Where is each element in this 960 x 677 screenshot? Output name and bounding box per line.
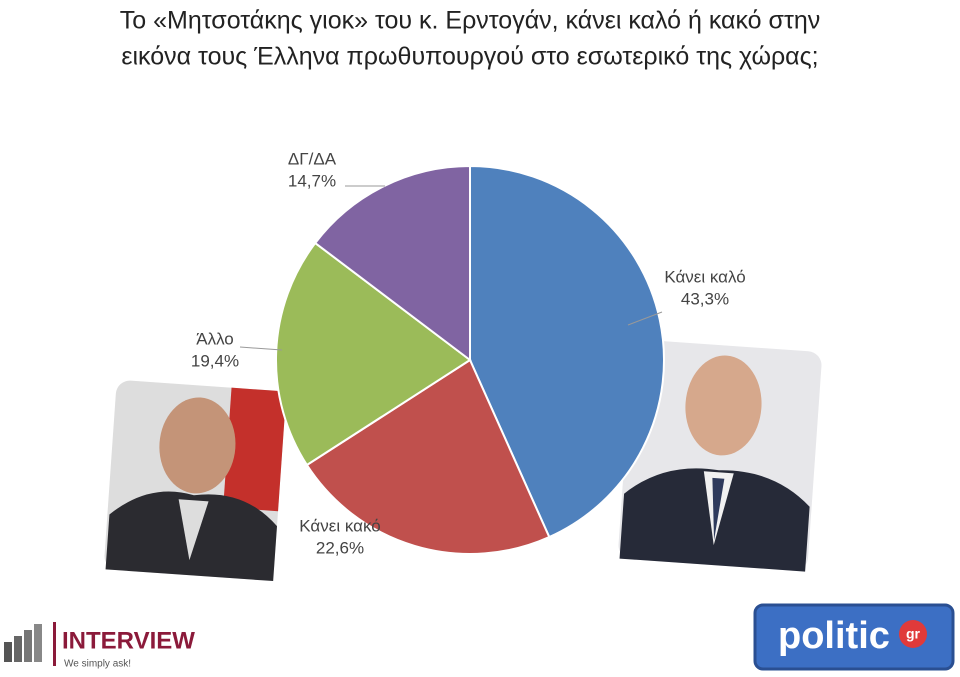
pie-slice xyxy=(275,241,472,467)
pie-slice xyxy=(469,164,665,539)
logo-text: INTERVIEW xyxy=(62,627,195,654)
title-line: Το «Μητσοτάκης γιοκ» του κ. Ερντογάν, κά… xyxy=(120,7,820,35)
slice-category: Κάνει καλό xyxy=(664,267,745,286)
slice-value-label: 22,6% xyxy=(316,538,364,557)
slice-value-label: 14,7% xyxy=(288,171,336,190)
logo-text: politic xyxy=(778,615,890,657)
politic-logo: politic gr xyxy=(753,603,955,671)
slice-value-label: 19,4% xyxy=(191,351,239,370)
logo-suffix: gr xyxy=(906,626,921,642)
pie-slice xyxy=(305,358,551,555)
leader-line xyxy=(627,311,663,326)
photo-right xyxy=(618,339,822,572)
slice-category: Άλλο xyxy=(196,329,234,348)
pie: Κάνει καλό 43,3% Κάνει κακό 22,6% Άλλο 19,4% Δ… xyxy=(191,149,746,557)
slice-category: ΔΓ/ΔΑ xyxy=(288,149,337,168)
photo-left xyxy=(104,380,287,582)
slice-value-label: 43,3% xyxy=(681,289,729,308)
title-line: εικόνα τους Έλληνα πρωθυπουργού στο εσωτ… xyxy=(121,43,818,71)
slice-category: Κάνει κακό xyxy=(299,516,380,535)
interview-logo: INTERVIEW We simply ask! xyxy=(4,622,195,670)
logo-tagline: We simply ask! xyxy=(64,659,131,670)
leader-line xyxy=(239,346,283,351)
